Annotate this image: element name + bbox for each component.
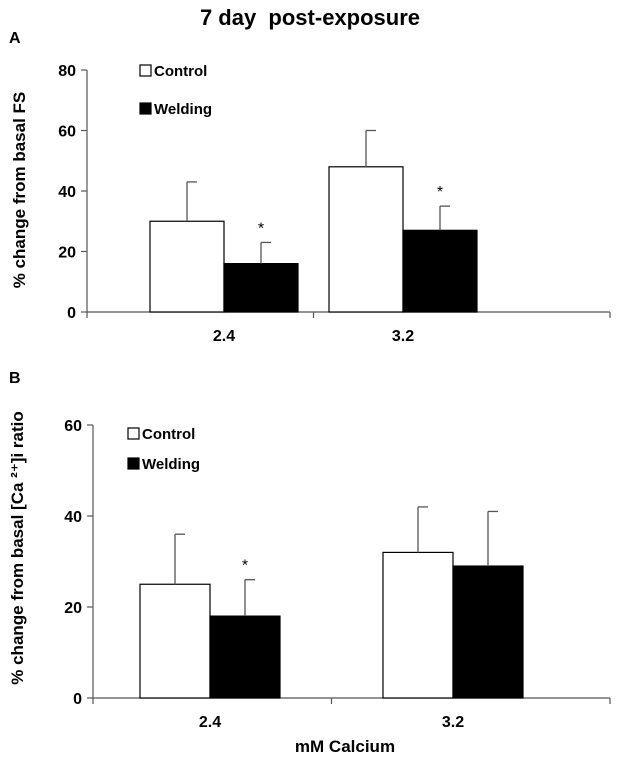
panel-b-legend-swatch-control [127, 427, 140, 440]
panel-a-legend-swatch-welding [139, 102, 152, 115]
panel-b-bar-welding-2.4 [209, 615, 281, 699]
panel-a-significance-marker: * [258, 220, 264, 237]
panel-a-legend-label-welding: Welding [154, 101, 212, 118]
panel-b-y-axis-label: % change from basal [Ca ²⁺]i ratio [8, 411, 27, 684]
panel-a-y-tick-label: 20 [58, 245, 76, 262]
panel-a-y-tick-label: 40 [58, 184, 76, 201]
panel-b-legend-label-control: Control [142, 426, 195, 443]
panel-b-x-tick-label: 2.4 [199, 714, 221, 731]
panel-a-y-tick-label: 0 [67, 305, 76, 322]
panel-a-legend-swatch-control [139, 64, 152, 77]
panel-b-legend-label-welding: Welding [142, 456, 200, 473]
panel-b-bar-control-2.4 [139, 583, 211, 699]
panel-b-significance-marker: * [242, 558, 248, 575]
panel-a-bar-welding-2.4 [223, 263, 299, 313]
panel-a-x-tick-label: 3.2 [392, 328, 414, 345]
panel-b-y-tick-label: 60 [64, 418, 82, 435]
panel-a-bar-welding-3.2 [402, 229, 478, 313]
panel-a-y-tick-label: 80 [58, 63, 76, 80]
panel-a-significance-marker: * [437, 184, 443, 201]
panel-b-chart: % change from basal [Ca ²⁺]i ratio 0 20 40 6… [8, 411, 611, 731]
panel-b-y-tick-label: 0 [73, 691, 82, 708]
panel-b-bar-control-3.2 [382, 551, 454, 699]
x-axis-label: mM Calcium [295, 737, 395, 756]
panel-b-x-tick-label: 3.2 [442, 714, 464, 731]
panel-b-y-tick-label: 20 [64, 600, 82, 617]
panel-a-y-axis-label: % change from basal FS [10, 92, 29, 289]
panel-a-bar-control-3.2 [328, 166, 404, 313]
panel-a-label: A [9, 30, 21, 47]
panel-b-label: B [9, 370, 21, 387]
figure-title: 7 day post-exposure [200, 5, 420, 30]
panel-b-legend-swatch-welding [127, 457, 140, 470]
panel-a-y-tick-label: 60 [58, 124, 76, 141]
panel-a-x-tick-label: 2.4 [213, 328, 235, 345]
panel-a-chart: % change from basal FS 0 20 40 60 80 2.4 3.2 * * C… [10, 63, 611, 345]
panel-a-legend-label-control: Control [154, 63, 207, 80]
panel-b-y-tick-label: 40 [64, 509, 82, 526]
panel-b-bar-welding-3.2 [452, 565, 524, 699]
panel-a-bar-control-2.4 [149, 220, 225, 313]
